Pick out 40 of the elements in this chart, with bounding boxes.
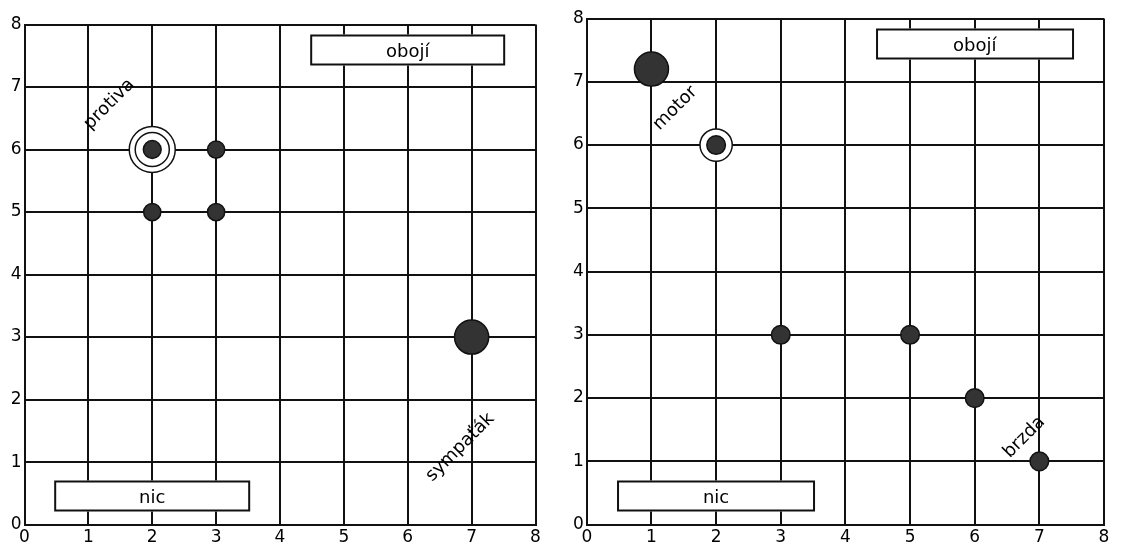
y-tick-label: 6 bbox=[572, 133, 584, 154]
annotation: nic bbox=[702, 485, 730, 507]
y-tick-label: 8 bbox=[572, 6, 584, 27]
x-tick-label: 4 bbox=[274, 526, 286, 547]
x-tick-label: 7 bbox=[466, 526, 478, 547]
x-tick-label: 5 bbox=[904, 526, 916, 547]
y-tick-label: 7 bbox=[10, 75, 22, 96]
y-tick-label: 5 bbox=[10, 200, 22, 221]
y-tick-label: 7 bbox=[572, 70, 584, 91]
y-tick-label: 5 bbox=[572, 196, 584, 217]
y-tick-label: 2 bbox=[10, 388, 22, 408]
x-tick-label: 2 bbox=[710, 526, 722, 547]
x-tick-label: 8 bbox=[530, 526, 541, 547]
label-box: nic bbox=[54, 480, 251, 512]
x-tick-label: 4 bbox=[839, 526, 851, 547]
y-tick-label: 6 bbox=[10, 137, 22, 158]
label-box: obojí bbox=[309, 34, 506, 65]
label-box: obojí bbox=[875, 28, 1074, 60]
label-box: nic bbox=[617, 480, 816, 512]
x-tick-label: 6 bbox=[969, 526, 981, 547]
annotation: obojí bbox=[952, 33, 997, 55]
y-tick-label: 3 bbox=[10, 325, 22, 346]
y-tick-label: 4 bbox=[10, 262, 22, 283]
x-tick-label: 6 bbox=[402, 526, 414, 547]
y-tick-label: 2 bbox=[572, 386, 584, 407]
y-tick-label: 3 bbox=[572, 323, 584, 344]
x-tick-label: 3 bbox=[210, 526, 222, 547]
x-tick-label: 1 bbox=[82, 526, 94, 547]
x-tick-label: 1 bbox=[646, 526, 657, 547]
annotation: obojí bbox=[386, 39, 430, 60]
y-tick-label: 1 bbox=[10, 450, 22, 471]
y-tick-label: 8 bbox=[10, 12, 22, 33]
y-tick-label: 1 bbox=[572, 449, 584, 470]
annotation: nic bbox=[139, 485, 166, 507]
x-tick-label: 7 bbox=[1033, 526, 1045, 547]
x-tick-label: 2 bbox=[146, 526, 158, 547]
x-tick-label: 8 bbox=[1098, 526, 1110, 547]
y-tick-label: 4 bbox=[572, 259, 584, 280]
x-tick-label: 5 bbox=[338, 526, 350, 547]
x-tick-label: 3 bbox=[775, 526, 787, 547]
